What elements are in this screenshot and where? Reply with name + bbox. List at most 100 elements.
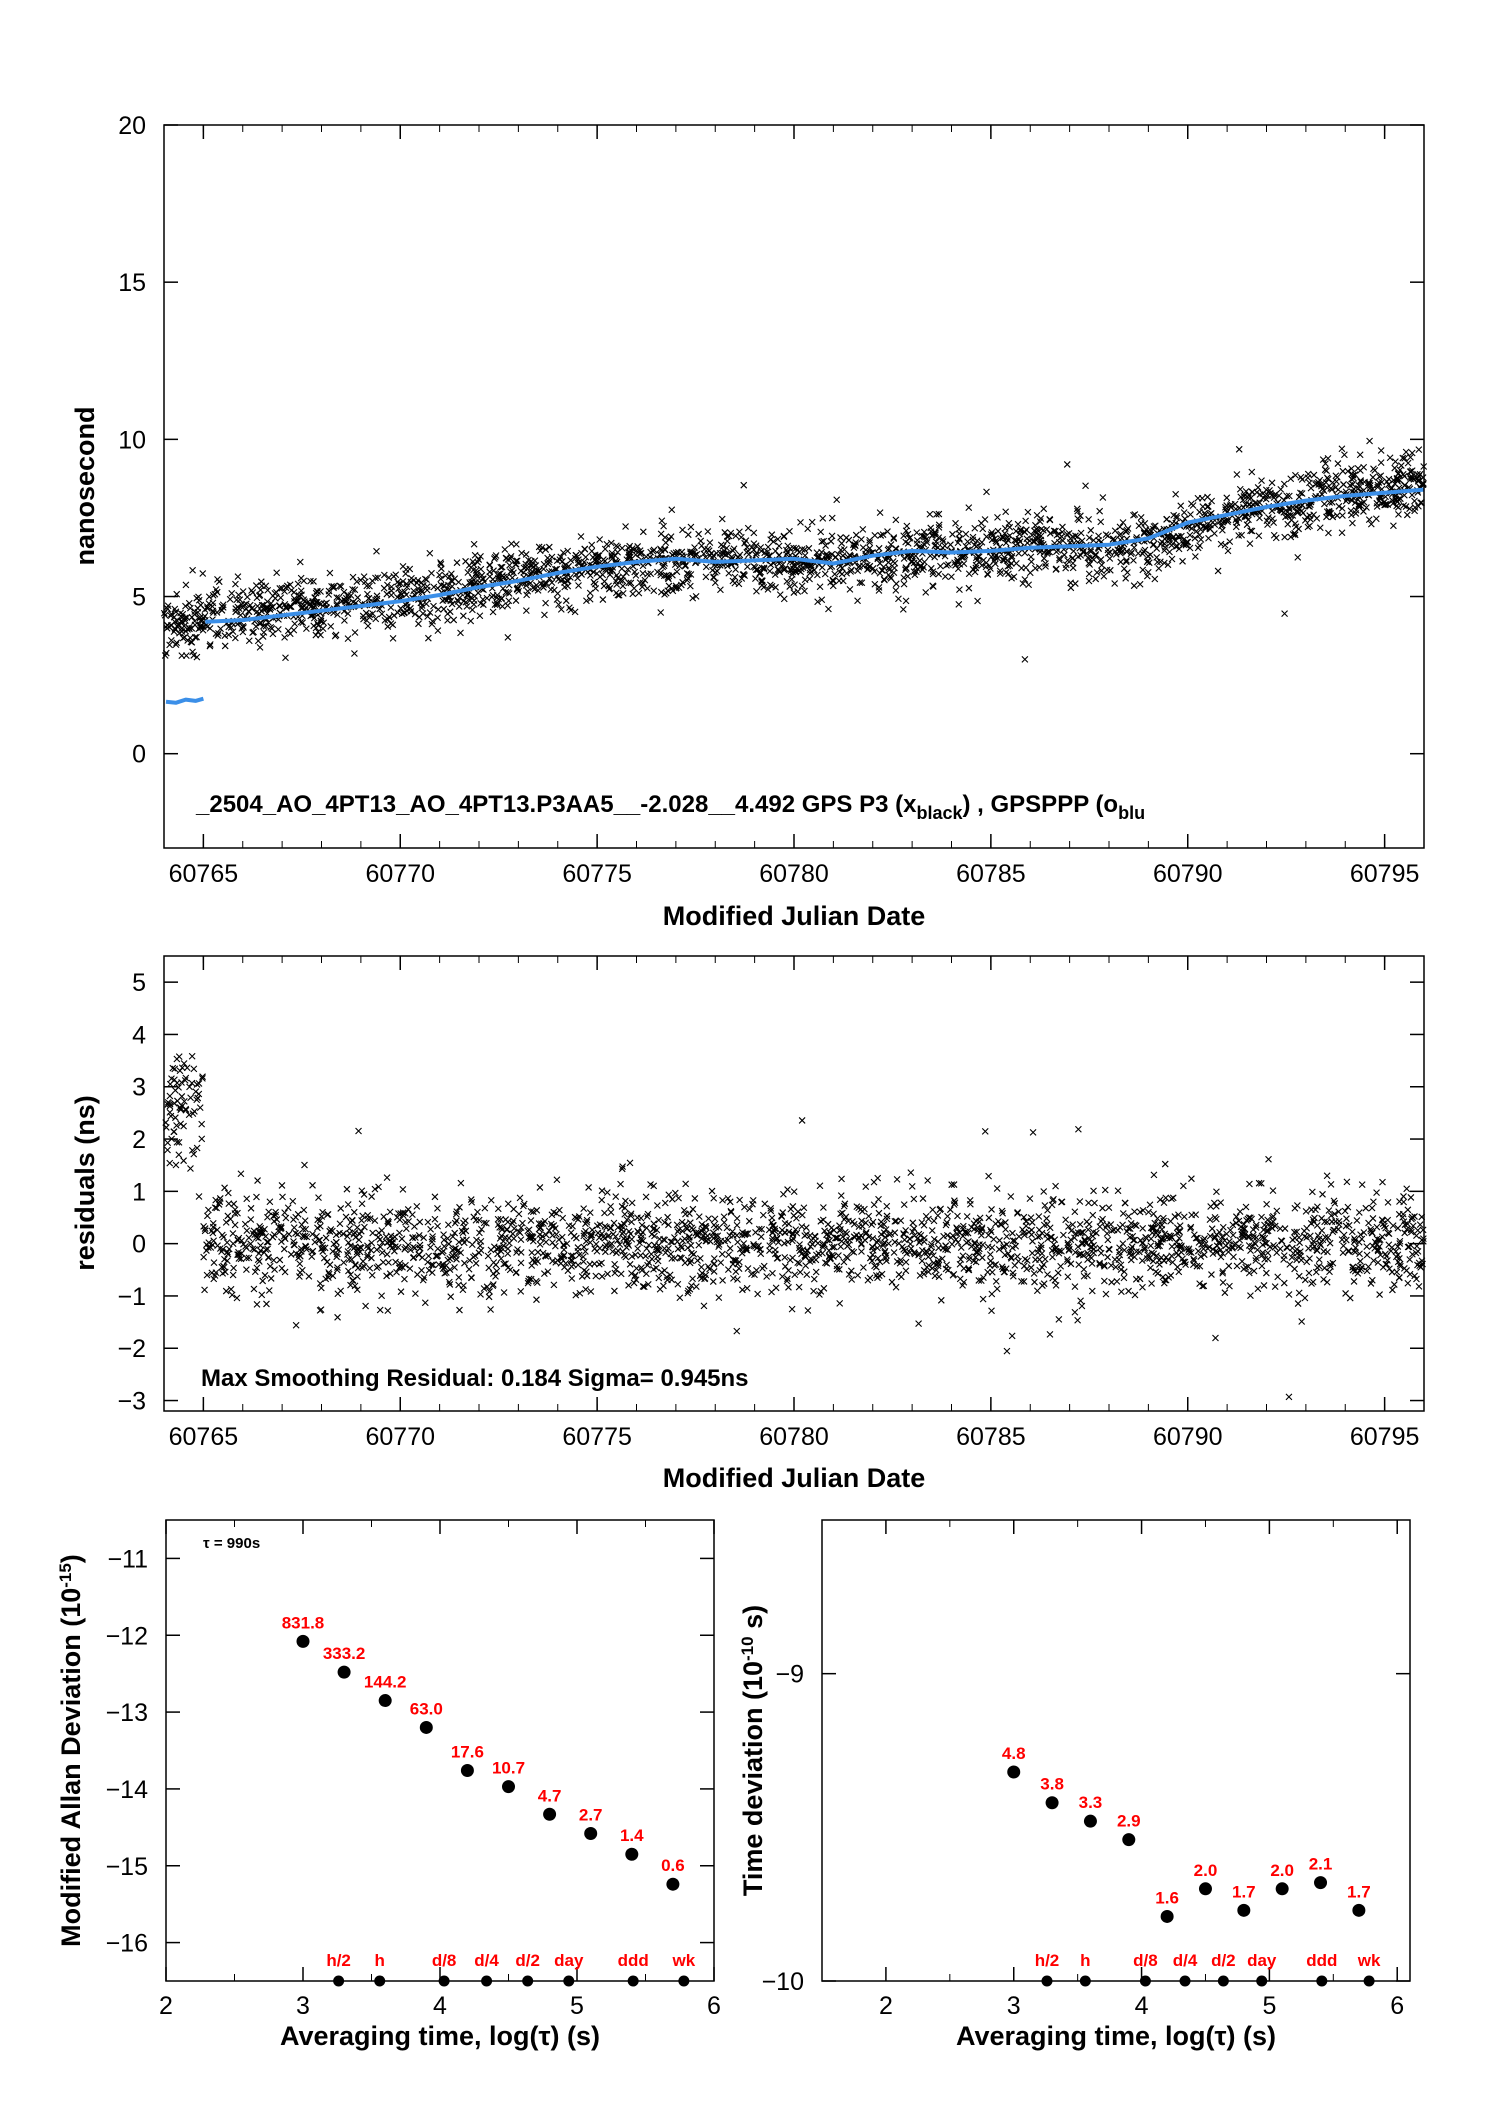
gps-p3-point <box>622 569 630 577</box>
residual-point <box>1213 1248 1221 1256</box>
gps-p3-point <box>1325 529 1332 537</box>
gps-p3-point <box>709 566 716 574</box>
gps-p3-point <box>678 548 686 556</box>
gps-p3-point <box>814 598 822 606</box>
residual-point <box>810 1275 818 1283</box>
residual-point <box>1250 1234 1257 1241</box>
gps-p3-point <box>1281 533 1289 541</box>
residual-point <box>1219 1223 1227 1231</box>
gps-p3-point <box>902 597 910 605</box>
residual-point <box>346 1225 353 1232</box>
gps-p3-point <box>423 586 431 594</box>
residual-point <box>628 1235 636 1243</box>
gps-p3-point <box>955 600 963 608</box>
gps-p3-point <box>1219 518 1227 526</box>
residual-point <box>272 1208 280 1216</box>
residual-point <box>832 1234 840 1242</box>
residual-point <box>1297 1256 1305 1264</box>
residual-point <box>701 1222 709 1230</box>
gps-p3-point <box>392 571 400 579</box>
gps-p3-point <box>486 561 494 569</box>
residual-point <box>520 1200 528 1208</box>
residual-point <box>271 1266 278 1273</box>
gps-p3-point <box>592 553 600 561</box>
residual-point <box>720 1219 728 1226</box>
residual-point <box>534 1258 542 1265</box>
residual-point <box>617 1180 624 1188</box>
residual-point <box>709 1229 717 1237</box>
residual-point <box>334 1264 341 1271</box>
gps-p3-point <box>368 577 376 585</box>
gps-p3-point <box>228 589 236 597</box>
residual-point <box>487 1196 495 1204</box>
gps-p3-point <box>994 527 1002 535</box>
residual-point <box>963 1213 971 1220</box>
gps-p3-point <box>447 570 455 578</box>
residual-point <box>1090 1187 1097 1195</box>
gps-p3-point <box>1092 575 1100 583</box>
residual-point <box>1396 1198 1403 1205</box>
residual-point <box>1155 1221 1162 1228</box>
residual-point <box>598 1273 606 1280</box>
gps-p3-point <box>492 552 500 559</box>
residual-point <box>1168 1252 1176 1260</box>
residual-point <box>614 1237 621 1244</box>
residual-point <box>971 1239 979 1246</box>
gps-p3-point <box>1112 551 1120 558</box>
residual-point <box>611 1260 619 1268</box>
gps-p3-point <box>1251 499 1259 507</box>
residual-point <box>1300 1227 1308 1235</box>
gps-p3-point <box>472 567 480 574</box>
residual-point <box>771 1246 779 1254</box>
gps-p3-point <box>527 557 535 565</box>
residual-point <box>1408 1215 1415 1223</box>
residual-point <box>1215 1238 1223 1246</box>
gps-p3-point <box>281 634 288 641</box>
residual-point <box>164 1146 171 1154</box>
residual-point <box>835 1252 842 1259</box>
residual-point <box>1059 1231 1067 1239</box>
residual-point <box>1090 1249 1097 1257</box>
residual-point <box>278 1182 286 1189</box>
gps-p3-point <box>421 575 429 583</box>
residual-point <box>784 1275 791 1283</box>
residual-point <box>847 1267 855 1275</box>
residual-point <box>193 1096 201 1104</box>
gps-p3-point <box>619 582 627 590</box>
gps-p3-point <box>1338 445 1346 453</box>
residual-point <box>360 1263 368 1270</box>
residual-point <box>1288 1253 1296 1261</box>
residual-point <box>712 1223 720 1231</box>
gps-p3-point <box>764 543 772 551</box>
gps-p3-point <box>698 542 706 550</box>
gps-p3-point <box>1407 475 1415 483</box>
residual-point <box>421 1299 429 1307</box>
residual-point <box>420 1234 428 1242</box>
gps-p3-point <box>929 583 937 590</box>
gps-p3-point <box>624 566 632 573</box>
gps-p3-point <box>1005 519 1013 527</box>
gps-p3-point <box>1145 559 1153 567</box>
gps-p3-point <box>462 598 470 606</box>
gps-p3-point <box>304 598 312 606</box>
gps-p3-point <box>1377 459 1385 467</box>
residual-point <box>395 1210 402 1217</box>
gps-p3-point <box>895 595 902 603</box>
residual-point <box>928 1241 935 1248</box>
residual-point <box>340 1259 348 1266</box>
gps-p3-point <box>1021 576 1029 583</box>
gps-p3-point <box>378 610 386 618</box>
residual-point <box>767 1207 775 1215</box>
residual-point <box>978 1225 986 1233</box>
gps-p3-point <box>761 549 769 557</box>
residual-point <box>1044 1271 1051 1278</box>
gps-p3-point <box>768 531 776 539</box>
gps-p3-point <box>1117 548 1125 556</box>
gps-p3-point <box>877 532 885 539</box>
gps-p3-point <box>553 596 561 603</box>
gps-p3-point <box>277 594 285 602</box>
residual-point <box>1232 1213 1240 1221</box>
residual-point <box>715 1243 723 1250</box>
residual-point <box>738 1231 746 1239</box>
gps-p3-point <box>504 634 512 641</box>
